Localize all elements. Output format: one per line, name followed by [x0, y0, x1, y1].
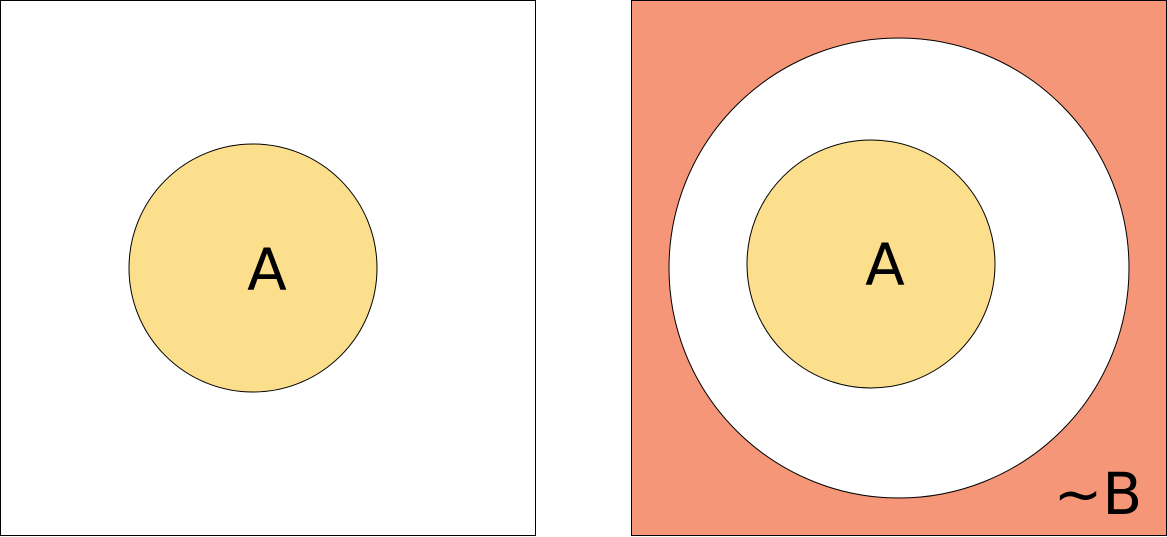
left-set-a-label: A — [247, 236, 287, 304]
right-set-a-label: A — [865, 231, 905, 299]
complement-b-label: ~B — [1054, 460, 1142, 528]
right-set-a-circle — [746, 139, 996, 389]
left-set-a-circle — [128, 143, 378, 393]
left-panel: A — [0, 0, 536, 536]
right-panel: A ~B — [631, 0, 1167, 536]
